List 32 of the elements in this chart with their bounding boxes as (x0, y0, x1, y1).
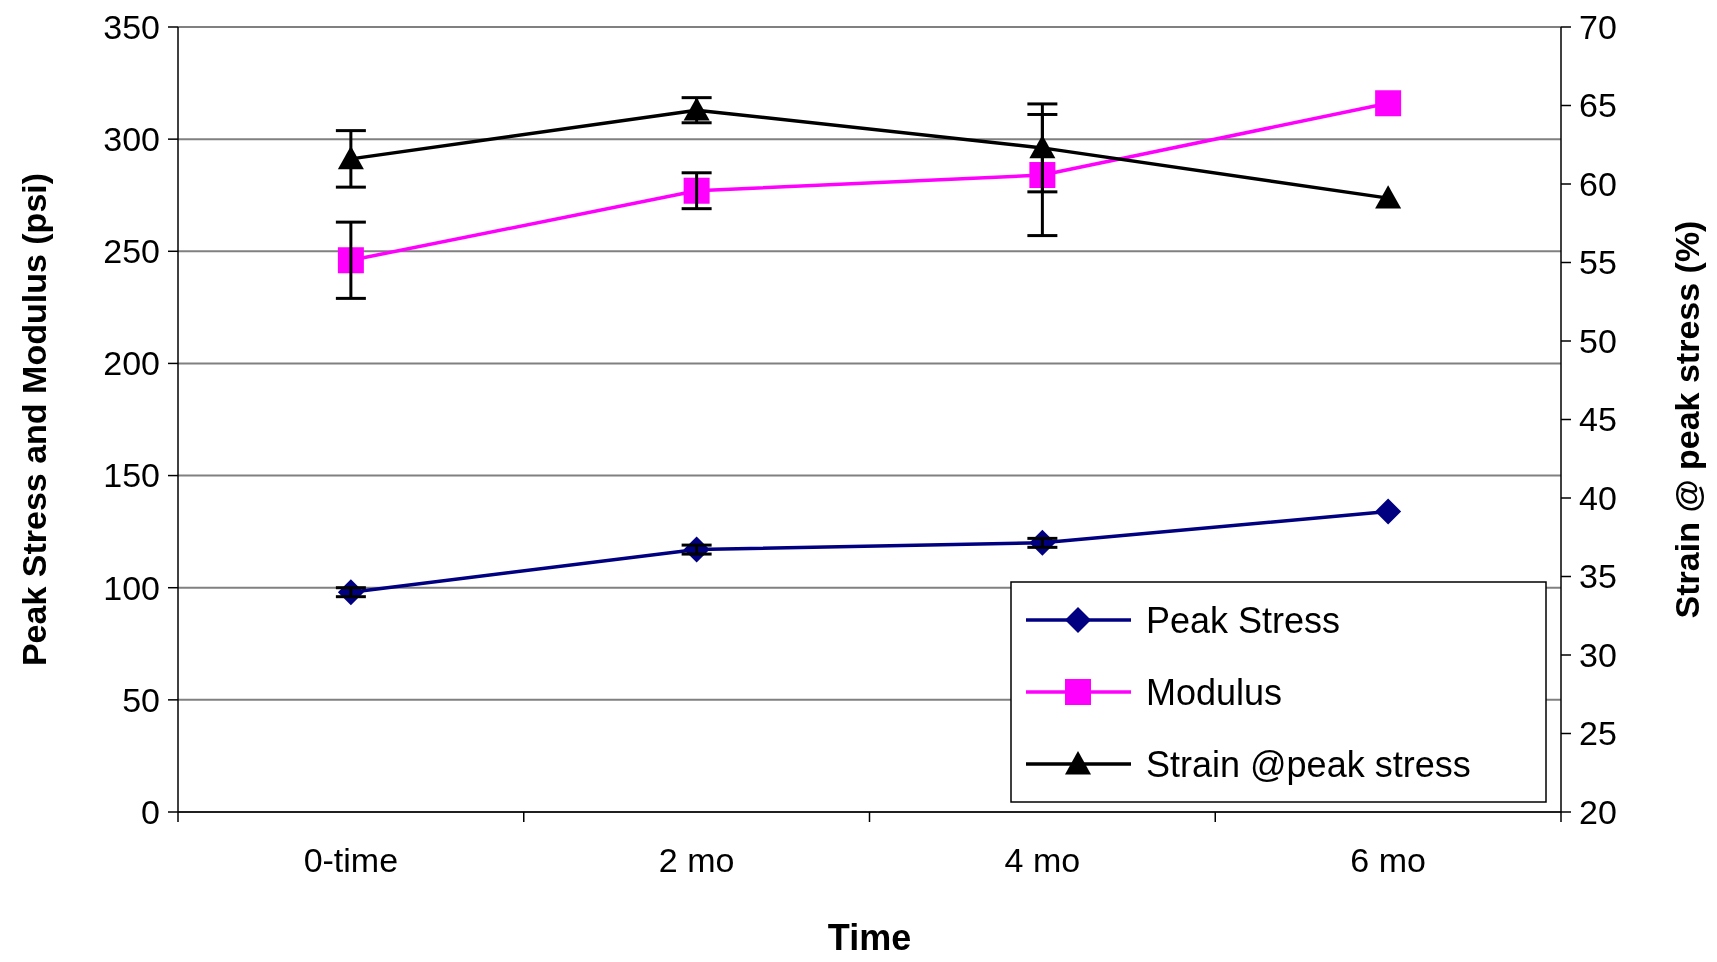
point (1375, 90, 1402, 117)
y2-tick-label: 70 (1579, 7, 1617, 46)
y2-tick-label: 35 (1579, 557, 1617, 596)
y2-axis-title: Strain @ peak stress (%) (1668, 220, 1706, 619)
y2-tick-label: 20 (1579, 792, 1617, 831)
point (1375, 498, 1402, 525)
y2-tick-label: 45 (1579, 400, 1617, 439)
y-tick-label: 100 (103, 568, 160, 607)
x-axis-title: Time (827, 917, 912, 958)
x-tick-label: 2 mo (658, 841, 735, 879)
y-tick-label: 50 (122, 680, 160, 719)
y2-tick-label: 40 (1579, 478, 1617, 517)
legend-label: Modulus (1146, 671, 1283, 713)
x-tick-label: 6 mo (1350, 841, 1426, 879)
y-tick-label: 300 (103, 120, 160, 159)
x-tick-label: 0-time (303, 841, 399, 879)
y2-tick-label: 55 (1579, 243, 1617, 282)
legend-label: Peak Stress (1146, 599, 1341, 641)
legend-label: Strain @peak stress (1146, 743, 1471, 785)
point (1375, 185, 1402, 209)
y2-tick-label: 60 (1579, 164, 1617, 203)
y2-tick-label: 50 (1579, 321, 1617, 360)
y-tick-label: 350 (103, 7, 160, 46)
y-axis-title: Peak Stress and Modulus (psi) (15, 172, 53, 667)
y-tick-label: 200 (103, 344, 160, 383)
x-tick-label: 4 mo (1004, 841, 1081, 879)
y-tick-label: 150 (103, 456, 160, 495)
y2-tick-label: 65 (1579, 86, 1617, 125)
y2-tick-label: 30 (1579, 635, 1617, 674)
y-tick-label: 0 (141, 792, 160, 831)
y2-tick-label: 25 (1579, 714, 1617, 753)
y-tick-label: 250 (103, 232, 160, 271)
